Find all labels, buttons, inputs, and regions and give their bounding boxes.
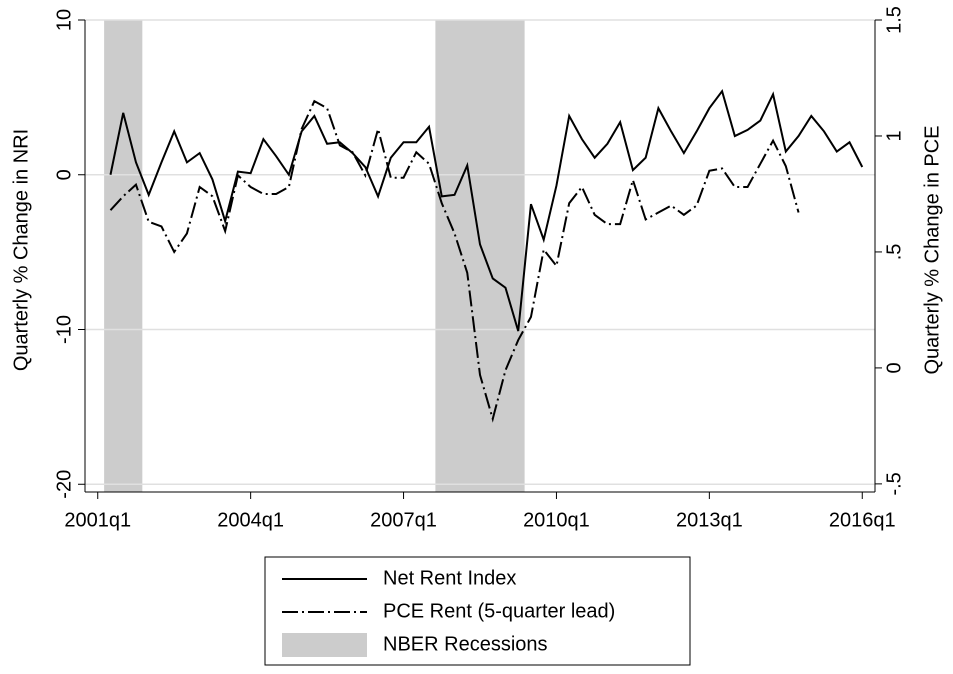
y-tick-label: 0 [53,169,75,180]
data-line [109,99,800,423]
legend-label: NBER Recessions [383,633,548,655]
y2-tick-label: -.5 [883,472,905,495]
legend-swatch [282,633,367,657]
legend-label: PCE Rent (5-quarter lead) [383,600,615,622]
y2-tick-label: .5 [883,244,905,261]
y2-tick-label: 0 [883,362,905,373]
y-axis-title: Quarterly % Change in NRI [10,129,32,371]
legend-label: Net Rent Index [383,567,516,589]
recession-band [435,20,525,492]
y2-tick-label: 1.5 [883,6,905,34]
x-tick-label: 2007q1 [370,509,437,531]
x-tick-label: 2013q1 [676,509,743,531]
y-tick-label: 10 [53,9,75,31]
y-tick-label: -20 [53,470,75,499]
x-tick-label: 2004q1 [217,509,284,531]
y2-axis-title: Quarterly % Change in PCE [921,125,943,374]
y-tick-label: -10 [53,315,75,344]
x-tick-label: 2010q1 [523,509,590,531]
x-tick-label: 2016q1 [829,509,896,531]
data-line [109,88,864,332]
recession-band [104,20,143,492]
x-tick-label: 2001q1 [64,509,131,531]
y2-tick-label: 1 [883,130,905,141]
